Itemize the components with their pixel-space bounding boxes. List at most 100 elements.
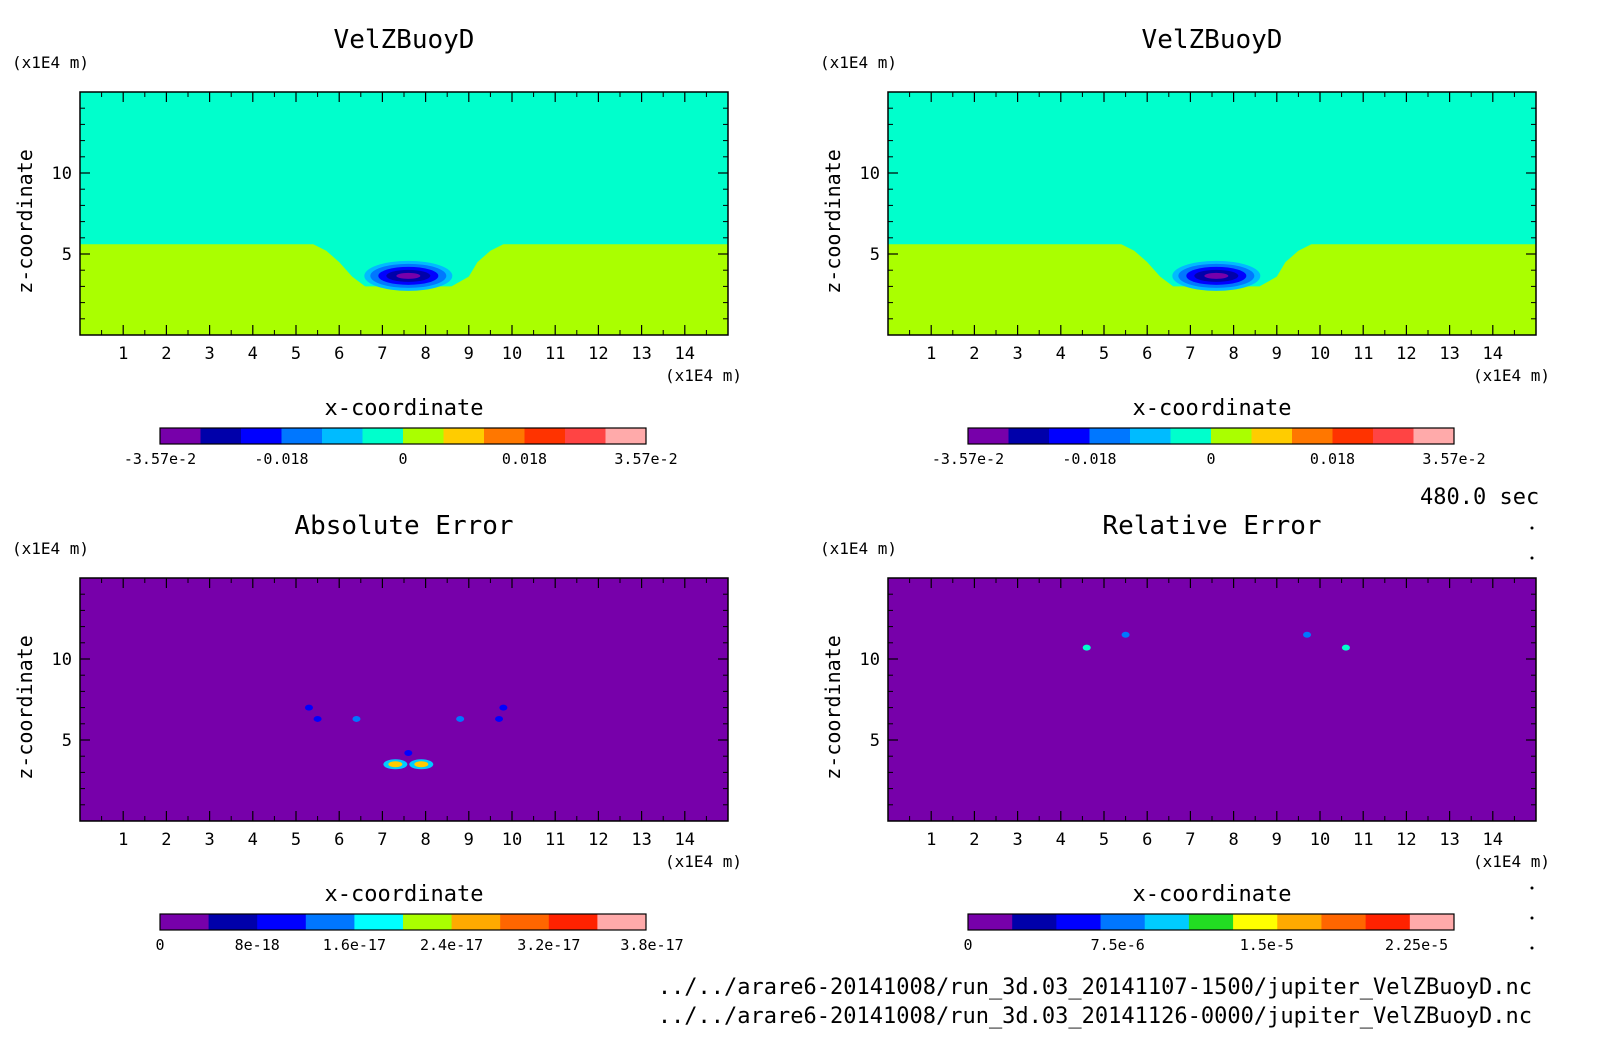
error-spot	[499, 704, 508, 711]
y-tick-label: 5	[62, 731, 72, 751]
x-tick-label: 4	[1056, 830, 1066, 850]
colorbar-tick-label: 0	[398, 450, 407, 468]
x-tick-label: 2	[969, 344, 979, 364]
colorbar-swatch	[1008, 428, 1050, 444]
error-spot	[352, 715, 361, 722]
colorbar-tick-label: 0	[963, 936, 972, 954]
x-tick-label: 7	[377, 830, 387, 850]
x-tick-label: 7	[377, 344, 387, 364]
colorbar-swatch	[597, 914, 647, 930]
x-tick-label: 5	[1099, 830, 1109, 850]
colorbar-swatch	[1100, 914, 1146, 930]
x-tick-label: 2	[161, 830, 171, 850]
x-unit-label: (x1E4 m)	[665, 852, 742, 871]
colorbar-swatch	[524, 428, 566, 444]
chart-title: Absolute Error	[294, 511, 513, 541]
colorbar-swatch	[1373, 428, 1414, 444]
colorbar-tick-label: 8e-18	[235, 936, 280, 954]
colorbar-swatch	[1409, 914, 1455, 930]
x-tick-label: 10	[1310, 344, 1330, 364]
x-tick-label: 9	[1272, 344, 1282, 364]
colorbar-swatch	[403, 914, 453, 930]
x-tick-label: 14	[675, 344, 695, 364]
x-tick-label: 12	[1396, 344, 1416, 364]
edge-dot	[1530, 886, 1534, 890]
x-tick-label: 10	[502, 830, 522, 850]
colorbar-tick-label: -0.018	[254, 450, 308, 468]
x-tick-label: 14	[1483, 344, 1503, 364]
colorbar-tick-label: 3.57e-2	[614, 450, 677, 468]
x-tick-label: 11	[1353, 344, 1373, 364]
colorbar-swatch	[1056, 914, 1102, 930]
colorbar-swatch	[200, 428, 242, 444]
x-unit-label: (x1E4 m)	[1473, 366, 1550, 385]
chart-panel-1: VelZBuoyD(x1E4 m)(x1E4 m)1 2 3 4 5 6 7 8 9 10 11 12…	[12, 25, 742, 468]
x-tick-label: 9	[1272, 830, 1282, 850]
colorbar-swatch	[403, 428, 444, 444]
colorbar-swatch	[257, 914, 307, 930]
thermal-contour	[1204, 272, 1229, 279]
x-tick-label: 13	[1439, 344, 1459, 364]
y-unit-label: (x1E4 m)	[820, 53, 897, 72]
x-tick-label: 7	[1185, 344, 1195, 364]
x-tick-label: 5	[291, 830, 301, 850]
y-tick-label: 10	[860, 650, 880, 670]
field-background	[888, 578, 1536, 821]
x-tick-label: 4	[1056, 344, 1066, 364]
colorbar-frame	[967, 913, 1455, 931]
colorbar: -3.57e-2 -0.018 0 0.018 3.57e-2	[932, 427, 1486, 468]
chart-panel-3: Absolute Error(x1E4 m)(x1E4 m)1 2 3 4 5 6 7 8 9 1…	[12, 511, 742, 954]
chart-panel-2: VelZBuoyD(x1E4 m)(x1E4 m)1 2 3 4 5 6 7 8 9 10 11 12…	[820, 25, 1550, 468]
colorbar-swatch	[1170, 428, 1212, 444]
colorbar-swatch	[362, 428, 404, 444]
plot-field	[888, 92, 1536, 335]
error-spot	[1341, 644, 1350, 651]
colorbar-swatch	[565, 428, 606, 444]
x-tick-label: 12	[588, 344, 608, 364]
colorbar: -3.57e-2 -0.018 0 0.018 3.57e-2	[124, 427, 678, 468]
colorbar-swatch	[1233, 914, 1278, 930]
x-tick-label: 2	[969, 830, 979, 850]
colorbar-swatch	[160, 428, 201, 444]
x-tick-label: 6	[1142, 344, 1152, 364]
x-unit-label: (x1E4 m)	[1473, 852, 1550, 871]
x-tick-label: 5	[1099, 344, 1109, 364]
x-tick-label: 1	[926, 344, 936, 364]
y-tick-label: 10	[52, 650, 72, 670]
chart-title: Relative Error	[1102, 511, 1321, 541]
colorbar-swatch	[484, 428, 525, 444]
x-tick-label: 11	[545, 830, 565, 850]
edge-dot	[1530, 526, 1534, 530]
x-unit-label: (x1E4 m)	[665, 366, 742, 385]
x-tick-label: 12	[1396, 830, 1416, 850]
y-tick-label: 10	[52, 164, 72, 184]
error-spot	[495, 715, 504, 722]
colorbar-swatch	[208, 914, 258, 930]
colorbar: 0 8e-18 1.6e-17 2.4e-17 3.2e-17 3.8e-17	[155, 913, 684, 954]
error-spot	[313, 715, 322, 722]
file-path-1: ../../arare6-20141008/run_3d.03_20141107…	[657, 975, 1532, 1000]
x-tick-label: 3	[1012, 830, 1022, 850]
colorbar-tick-label: 3.57e-2	[1422, 450, 1485, 468]
colorbar-swatch	[1413, 428, 1455, 444]
colorbar-tick-label: 0.018	[1310, 450, 1355, 468]
colorbar-tick-label: 7.5e-6	[1091, 936, 1145, 954]
error-spot	[304, 704, 313, 711]
x-tick-label: 7	[1185, 830, 1195, 850]
x-tick-label: 8	[420, 830, 430, 850]
x-axis-label: x-coordinate	[325, 396, 484, 421]
colorbar-tick-label: 0	[1206, 450, 1215, 468]
x-tick-label: 6	[334, 344, 344, 364]
x-tick-label: 13	[631, 344, 651, 364]
colorbar-frame	[967, 427, 1455, 445]
colorbar-swatch	[451, 914, 501, 930]
x-tick-label: 6	[1142, 830, 1152, 850]
colorbar-swatch	[500, 914, 550, 930]
colorbar-tick-label: 2.4e-17	[420, 936, 483, 954]
colorbar: 0 7.5e-6 1.5e-5 2.25e-5	[963, 913, 1455, 954]
x-tick-label: 13	[1439, 830, 1459, 850]
x-tick-label: 4	[248, 344, 258, 364]
colorbar-swatch	[1277, 914, 1322, 930]
colorbar-swatch	[1251, 428, 1293, 444]
x-tick-label: 4	[248, 830, 258, 850]
